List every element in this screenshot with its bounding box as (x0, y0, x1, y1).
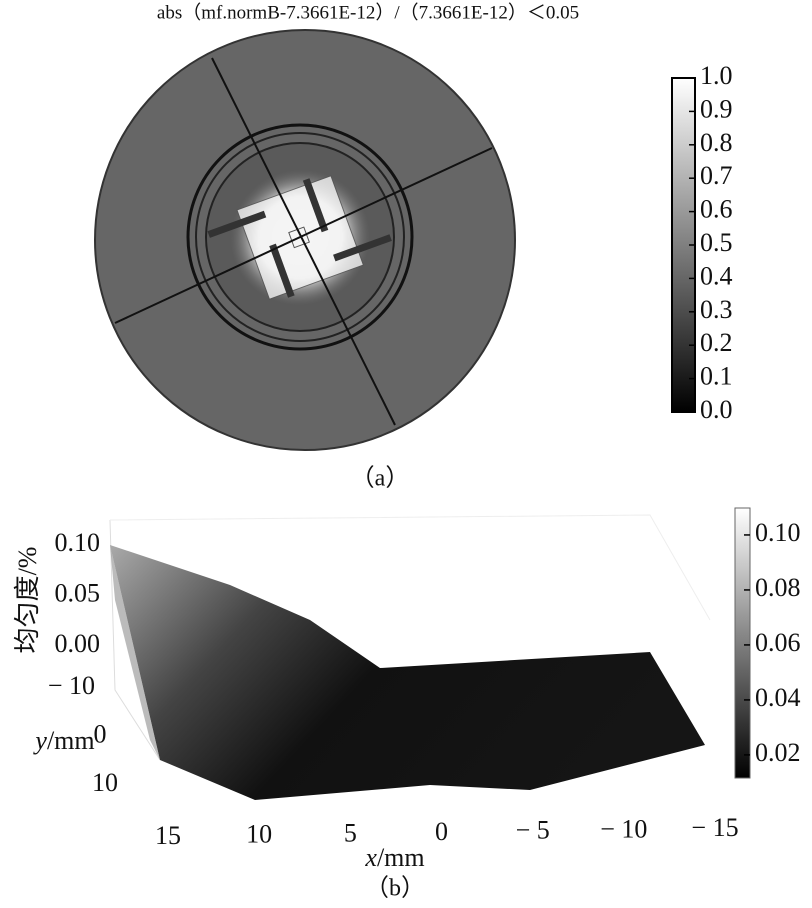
y-axis-var: y (32, 726, 47, 755)
y-axis-unit: /mm (47, 726, 95, 755)
colorbar-tick-label: 0.02 (755, 738, 801, 767)
colorbar-tick-label: 0.9 (700, 94, 733, 123)
colorbar-tick-label: 0.10 (755, 518, 801, 547)
x-axis-label: x/mm (364, 843, 424, 872)
colorbar-tick-label: 0.3 (700, 295, 733, 324)
colorbar-tick-label: 0.08 (755, 573, 801, 602)
colorbar-tick-label: 0.8 (700, 128, 733, 157)
y-tick-label: 10 (92, 768, 118, 797)
colorbar-tick-label: 0.1 (700, 362, 733, 391)
colorbar-b (734, 507, 751, 779)
y-tick-label: − 10 (48, 671, 95, 700)
x-tick-label: 15 (155, 821, 181, 850)
z-axis-label: 均匀度/% (13, 547, 42, 654)
colorbar-tick-label: 0.0 (700, 395, 733, 424)
x-tick-label: 0 (435, 817, 448, 846)
caption-a: （a） (351, 466, 410, 492)
colorbar-tick-label: 0.7 (700, 161, 733, 190)
x-tick-label: 5 (344, 818, 357, 847)
colorbar-tick-label: 0.06 (755, 628, 801, 657)
colorbar-tick-label: 0.2 (700, 328, 733, 357)
colorbar-tick-label: 0.4 (700, 261, 733, 290)
x-tick-label: 10 (246, 820, 272, 849)
z-tick-label: 0.05 (55, 578, 101, 607)
z-tick-label: 0.00 (55, 629, 101, 658)
colorbar-tick-label: 1.0 (700, 61, 733, 90)
x-tick-label: − 15 (691, 813, 738, 842)
x-tick-label: − 10 (600, 814, 647, 843)
x-axis-var: x (364, 843, 377, 872)
y-tick-label: 0 (94, 719, 107, 748)
y-axis-label: y/mm (32, 726, 94, 755)
colorbar-tick-label: 0.5 (700, 228, 733, 257)
surface-plot (109, 514, 711, 800)
x-axis-unit: /mm (377, 843, 425, 872)
colorbar-tick-label: 0.04 (755, 683, 801, 712)
panel-a-title: abs（mf.normB-7.3661E-12）/（7.3661E-12）＜0.… (157, 1, 579, 23)
colorbar-tick-label: 0.6 (700, 195, 733, 224)
z-tick-label: 0.10 (55, 528, 101, 557)
x-tick-label: − 5 (516, 816, 550, 845)
field-map (94, 29, 516, 451)
caption-b: （b） (365, 876, 425, 902)
